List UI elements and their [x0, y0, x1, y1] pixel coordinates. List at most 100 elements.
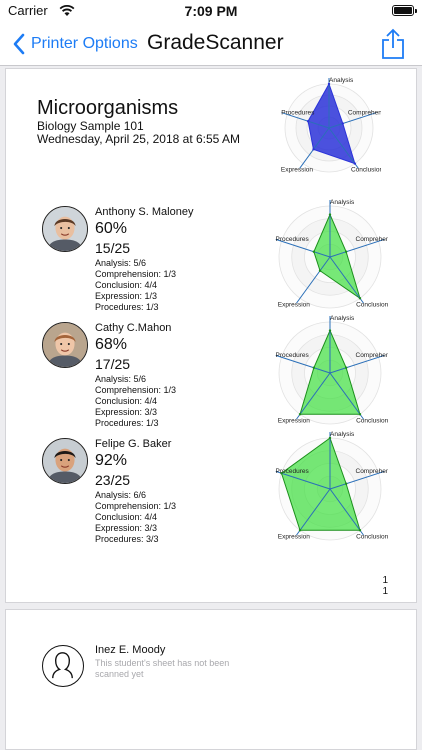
- page-number: 1: [382, 575, 388, 586]
- score-expression: Expression: 1/3: [95, 291, 158, 301]
- radar-point: [344, 482, 348, 485]
- score-expression: Expression: 3/3: [95, 523, 158, 533]
- radar-area: [307, 82, 356, 165]
- student-name: Anthony S. Maloney: [95, 206, 194, 218]
- clock: 7:09 PM: [184, 3, 238, 19]
- radar-point: [318, 269, 322, 272]
- radar-spoke: [281, 112, 330, 129]
- radar-point: [306, 120, 310, 123]
- student-name: Cathy C.Mahon: [95, 322, 172, 334]
- radar-point: [312, 250, 316, 253]
- radar-axis-label: Conclusion: [356, 417, 388, 424]
- radar-axis-label: Procedures: [276, 468, 310, 475]
- radar-spoke: [296, 372, 331, 420]
- radar-axis-label: Procedures: [281, 109, 315, 116]
- radar-axis-label: Expression: [281, 167, 314, 174]
- radar-spoke: [275, 354, 331, 374]
- page-number: 1: [382, 586, 388, 597]
- student-percent: 60%: [95, 220, 128, 237]
- student-name: Felipe G. Baker: [95, 438, 172, 450]
- radar-axis-label: Conclusion: [356, 301, 388, 308]
- radar-area: [313, 213, 361, 300]
- radar-point: [328, 329, 332, 332]
- status-bar: Carrier 7:09 PM: [0, 0, 422, 22]
- avatar: [42, 206, 88, 252]
- radar-point: [344, 366, 348, 369]
- avatar-placeholder: [42, 645, 84, 687]
- radar-axis-label: Procedures: [276, 352, 310, 359]
- radar-axis-label: Analysis: [330, 431, 355, 438]
- radar-axis-label: Expression: [278, 533, 311, 540]
- student-score: 15/25: [95, 240, 131, 256]
- unscanned-message: This student's sheet has not been scanne…: [95, 658, 230, 679]
- radar-axis-label: Expression: [278, 417, 311, 424]
- person-icon: [52, 652, 73, 679]
- report-page: Microorganisms Biology Sample 101 Wednes…: [5, 68, 417, 603]
- unscanned-student-name: Inez E. Moody: [95, 644, 166, 656]
- radar-point: [344, 250, 348, 253]
- score-comprehension: Comprehension: 1/3: [95, 385, 177, 395]
- radar-axis-label: Procedures: [276, 236, 310, 243]
- document-subtitle: Biology Sample 101: [37, 119, 144, 133]
- score-conclusion: Conclusion: 4/4: [95, 396, 158, 406]
- radar-point: [358, 529, 362, 532]
- radar-point: [353, 162, 357, 165]
- radar-spoke: [296, 256, 331, 304]
- radar-spoke: [328, 127, 359, 169]
- score-conclusion: Conclusion: 4/4: [95, 280, 158, 290]
- radar-spoke: [329, 354, 385, 374]
- student-radar-chart: Analysis Comprehension Conclusion Expressio…: [272, 199, 388, 315]
- radar-spoke: [329, 256, 364, 304]
- score-expression: Expression: 3/3: [95, 407, 158, 417]
- chevron-left-icon: [13, 33, 25, 55]
- student-percent: 68%: [95, 336, 128, 353]
- radar-axis-label: Comprehension: [356, 352, 388, 359]
- document-date: Wednesday, April 25, 2018 at 6:55 AM: [37, 132, 241, 146]
- radar-axis-label: Expression: [278, 301, 311, 308]
- radar-point: [327, 82, 331, 86]
- radar-axis-label: Conclusion: [356, 533, 388, 540]
- nav-title: GradeScanner: [147, 31, 284, 54]
- radar-spoke: [296, 488, 331, 536]
- radar-point: [280, 472, 283, 475]
- student-percent: 92%: [95, 452, 128, 469]
- student-radar-chart: Analysis Comprehension Conclusion Expressio…: [272, 431, 388, 547]
- score-analysis: Analysis: 5/6: [95, 258, 147, 268]
- share-icon[interactable]: [380, 28, 406, 60]
- unscanned-student-card[interactable]: Inez E. Moody This student's sheet has n…: [5, 609, 417, 750]
- radar-spoke: [299, 127, 330, 169]
- radar-axis-label: Analysis: [329, 77, 354, 84]
- radar-point: [328, 213, 332, 216]
- score-procedures: Procedures: 3/3: [95, 534, 159, 544]
- radar-spoke: [329, 488, 364, 536]
- battery-icon: [392, 5, 417, 16]
- radar-point: [298, 529, 302, 532]
- student-score: 17/25: [95, 356, 131, 372]
- radar-spoke: [329, 238, 385, 258]
- radar-axis-label: Comprehension: [356, 236, 388, 243]
- carrier-label: Carrier: [8, 3, 48, 18]
- radar-spoke: [275, 470, 331, 490]
- score-analysis: Analysis: 6/6: [95, 490, 147, 500]
- radar-axis-label: Conclusion: [351, 167, 381, 174]
- radar-point: [341, 122, 345, 125]
- back-button[interactable]: Printer Options: [12, 31, 138, 57]
- radar-axis-label: Comprehension: [356, 468, 388, 475]
- radar-point: [312, 148, 315, 151]
- radar-spoke: [329, 470, 385, 490]
- radar-point: [328, 436, 332, 440]
- avatar: [42, 438, 88, 484]
- score-conclusion: Conclusion: 4/4: [95, 512, 158, 522]
- radar-area: [280, 437, 361, 531]
- radar-spoke: [275, 238, 331, 258]
- back-button-label: Printer Options: [31, 35, 138, 52]
- radar-point: [358, 413, 362, 416]
- radar-point: [312, 366, 316, 369]
- wifi-icon: [59, 4, 75, 16]
- navigation-bar: Printer Options GradeScanner: [0, 22, 422, 66]
- radar-point: [298, 413, 302, 416]
- summary-radar-chart: Analysis Comprehension Conclusion Expressio…: [277, 76, 381, 180]
- radar-spoke: [329, 372, 364, 420]
- document-title: Microorganisms: [37, 97, 179, 119]
- student-score: 23/25: [95, 472, 131, 488]
